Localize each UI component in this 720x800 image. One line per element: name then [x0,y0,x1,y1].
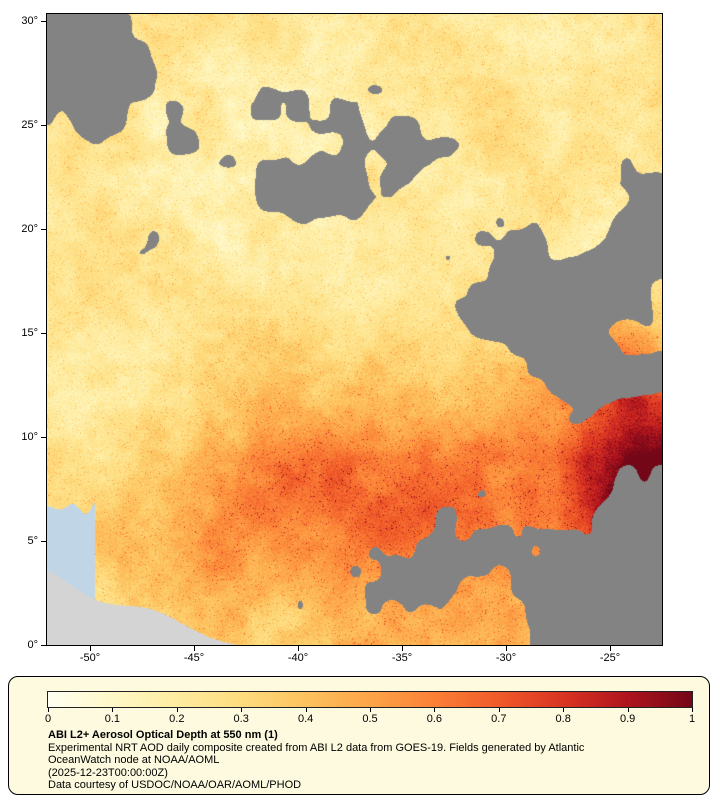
aod-map-canvas [47,14,662,645]
colorbar-tick-label: 0.1 [104,713,121,725]
y-axis-tick-label: 25° [21,119,38,131]
legend-description-line2: OceanWatch node at NOAA/AOML [48,754,220,767]
colorbar-tick-mark [692,708,693,712]
x-tick-mark [506,646,508,651]
colorbar-tick-label: 0.3 [233,713,249,725]
y-tick-mark [41,333,46,334]
colorbar-tick-mark [498,708,500,712]
y-axis-tick-label: 5° [27,535,38,547]
legend-timestamp: (2025-12-23T00:00:00Z) [48,766,168,779]
colorbar-tick-label: 0.2 [169,713,185,725]
colorbar-tick-mark [48,708,49,712]
x-axis-tick-label: -25° [599,652,621,664]
x-tick-mark [610,646,612,651]
x-tick-mark [90,646,92,651]
y-tick-mark [41,437,46,438]
colorbar-tick-label: 0.8 [555,713,571,725]
x-axis-tick-label: -45° [183,652,205,664]
x-tick-mark [402,646,404,651]
x-axis-tick-label: -30° [495,652,517,664]
x-tick-mark [298,646,300,651]
colorbar-legend-panel: ABI L2+ Aerosol Optical Depth at 550 nm … [8,676,710,795]
y-tick-mark [41,229,46,230]
colorbar-tick-mark [563,708,565,712]
y-axis-tick-label: 0° [27,639,38,651]
x-axis-tick-label: -50° [79,652,101,664]
legend-title: ABI L2+ Aerosol Optical Depth at 550 nm … [48,729,278,741]
y-axis-tick-label: 15° [21,327,38,339]
colorbar-tick-mark [627,708,629,712]
colorbar-tick-label: 0.5 [362,713,378,725]
colorbar-tick-label: 0.4 [297,713,314,725]
y-tick-mark [41,125,46,126]
colorbar-tick-mark [112,708,114,712]
colorbar-tick-label: 0.6 [426,713,443,725]
colorbar-tick-label: 0.9 [619,713,636,725]
legend-credit: Data courtesy of USDOC/NOAA/OAR/AOML/PHO… [48,779,302,792]
colorbar-tick-label: 1 [688,713,696,725]
y-axis-tick-label: 30° [21,15,38,27]
colorbar-tick-mark [370,708,371,712]
legend-description-line1: Experimental NRT AOD daily composite cre… [48,741,585,754]
legend-text-block: ABI L2+ Aerosol Optical Depth at 550 nm … [48,729,584,792]
colorbar-tick-label: 0.7 [491,713,507,725]
colorbar-tick-mark [241,708,243,712]
y-tick-mark [41,645,46,646]
y-axis-tick-label: 10° [21,431,38,443]
y-tick-mark [41,541,46,542]
x-axis-tick-label: -35° [391,652,413,664]
colorbar-tick-mark [434,708,436,712]
colorbar-tick-mark [305,708,307,712]
y-tick-mark [41,21,46,22]
y-axis-tick-label: 20° [21,223,38,235]
colorbar-tick-label: 0 [44,713,52,725]
colorbar-gradient [47,691,693,708]
colorbar-tick-mark [176,708,178,712]
map-plot-area [46,13,663,646]
x-axis-tick-label: -40° [287,652,309,664]
x-tick-mark [194,646,196,651]
